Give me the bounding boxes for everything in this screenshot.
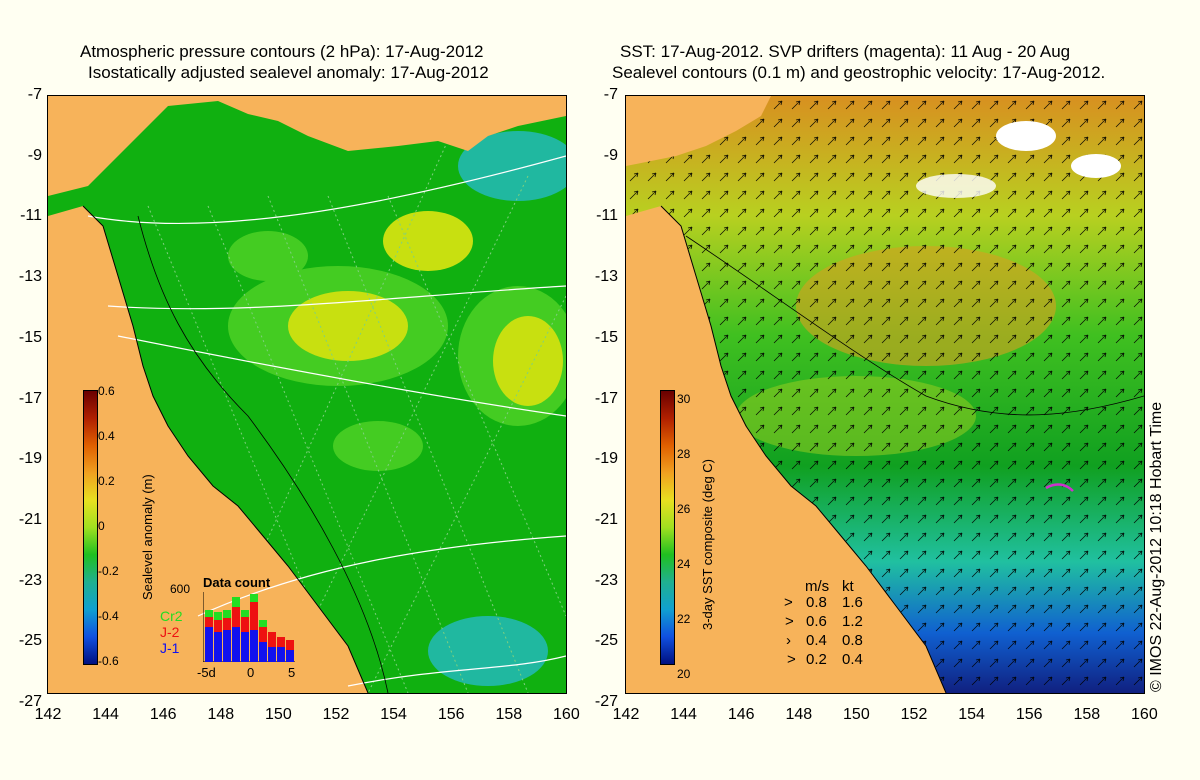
lat-tick-label: -25	[18, 632, 42, 650]
sst-map[interactable]	[625, 95, 1145, 694]
velocity-legend-ms: 0.4	[806, 632, 827, 649]
lon-tick-label: 154	[958, 706, 985, 723]
lon-tick-label: 144	[92, 706, 119, 723]
lat-tick-label: -19	[594, 450, 618, 468]
sst-colorbar-label: 3-day SST composite (deg C)	[700, 459, 715, 630]
data-count-title: Data count	[203, 575, 271, 590]
lon-tick-label: 156	[1015, 706, 1043, 723]
lat-tick-label: -9	[603, 146, 618, 164]
sst-colorbar-tick: 26	[677, 502, 691, 516]
lat-tick-label: -13	[18, 268, 42, 286]
lon-tick-label: 160	[553, 706, 580, 723]
sst-colorbar-tick: 22	[677, 612, 691, 626]
lon-tick-label: 152	[900, 706, 928, 723]
sst-colorbar-tick: 20	[677, 667, 691, 681]
data-count-xtick-zero: 0	[247, 665, 255, 680]
lat-tick-label: -19	[18, 450, 42, 468]
lon-tick-label: 148	[785, 706, 813, 723]
left-title-line1: Atmospheric pressure contours (2 hPa): 1…	[80, 42, 484, 61]
sealevel-colorbar-label: Sealevel anomaly (m)	[140, 474, 155, 600]
lon-tick-label: 156	[437, 706, 465, 723]
lat-tick-label: -7	[603, 86, 618, 103]
velocity-legend-arrow: >	[785, 613, 794, 630]
sealevel-colorbar-tick: 0.2	[98, 474, 115, 488]
velocity-legend-kt: 0.4	[842, 651, 863, 668]
sst-colorbar-tick: 24	[677, 557, 691, 571]
sealevel-colorbar-tick: 0	[98, 519, 105, 533]
sealevel-colorbar	[83, 390, 98, 665]
velocity-legend-arrow: ›	[786, 632, 791, 649]
lat-tick-label: -13	[594, 268, 618, 286]
lat-tick-label: -27	[594, 693, 618, 710]
sealevel-colorbar-tick: -0.4	[98, 609, 119, 623]
velocity-legend-kt-header: kt	[842, 578, 854, 595]
imos-credit: © IMOS 22-Aug-2012 10:18 Hobart Time	[1148, 401, 1165, 692]
velocity-legend-ms: 0.8	[806, 594, 827, 611]
sealevel-map-svg	[48, 96, 566, 693]
sealevel-colorbar-tick: 0.6	[98, 384, 115, 398]
sealevel-colorbar-tick: 0.4	[98, 429, 115, 443]
lat-tick-label: -27	[18, 693, 42, 710]
lon-tick-label: 150	[265, 706, 292, 723]
lat-tick-label: -11	[20, 207, 42, 225]
lat-tick-label: -15	[594, 328, 618, 346]
lon-tick-label: 158	[1073, 706, 1101, 723]
sst-map-svg	[626, 96, 1144, 693]
velocity-legend-arrow: >	[784, 594, 793, 611]
lon-tick-label: 146	[727, 706, 755, 723]
velocity-legend-ms: 0.6	[806, 613, 827, 630]
lat-tick-label: -11	[596, 207, 618, 225]
lat-tick-label: -23	[18, 571, 42, 589]
lat-tick-label: -23	[594, 571, 618, 589]
lon-tick-label: 144	[670, 706, 697, 723]
lat-tick-label: -21	[18, 510, 42, 528]
lat-tick-label: -7	[27, 86, 42, 103]
velocity-legend-kt: 0.8	[842, 632, 863, 649]
sst-colorbar	[660, 390, 675, 665]
mission-cr2-label: Cr2	[160, 608, 183, 624]
sealevel-anomaly-map[interactable]	[47, 95, 567, 694]
data-count-histogram	[202, 592, 295, 663]
velocity-legend-kt: 1.2	[842, 613, 863, 630]
lon-tick-label: 154	[380, 706, 407, 723]
lon-tick-label: 142	[612, 706, 640, 723]
mission-j1-label: J-1	[160, 640, 180, 656]
mission-j2-label: J-2	[160, 624, 180, 640]
lon-tick-label: 142	[34, 706, 62, 723]
velocity-legend-ms-header: m/s	[805, 578, 830, 595]
lat-tick-label: -17	[594, 389, 618, 407]
sst-colorbar-tick: 28	[677, 447, 691, 461]
data-count-xtick-start: -5d	[197, 665, 216, 680]
lon-tick-label: 146	[149, 706, 177, 723]
lat-tick-label: -15	[18, 328, 42, 346]
right-title-line1: SST: 17-Aug-2012. SVP drifters (magenta)…	[620, 42, 1071, 61]
lon-tick-label: 158	[495, 706, 523, 723]
sealevel-colorbar-tick: -0.2	[98, 564, 119, 578]
lon-tick-label: 150	[843, 706, 870, 723]
lon-tick-label: 152	[322, 706, 350, 723]
drifter-track	[1045, 483, 1074, 492]
lon-tick-label: 148	[207, 706, 235, 723]
data-count-max: 600	[170, 582, 191, 596]
right-title-line2: Sealevel contours (0.1 m) and geostrophi…	[612, 63, 1106, 82]
velocity-legend-kt: 1.6	[842, 594, 863, 611]
lat-tick-label: -17	[18, 389, 42, 407]
lat-tick-label: -21	[594, 510, 618, 528]
lat-tick-label: -25	[594, 632, 618, 650]
data-count-xtick-end: 5	[288, 665, 296, 680]
sealevel-colorbar-tick: -0.6	[98, 654, 119, 668]
lat-tick-label: -9	[27, 146, 42, 164]
left-title-line2: Isostatically adjusted sealevel anomaly:…	[88, 63, 489, 82]
velocity-legend-arrow: ˃	[787, 651, 796, 668]
velocity-legend-ms: 0.2	[806, 651, 827, 668]
lon-tick-label: 160	[1131, 706, 1158, 723]
sst-colorbar-tick: 30	[677, 392, 691, 406]
